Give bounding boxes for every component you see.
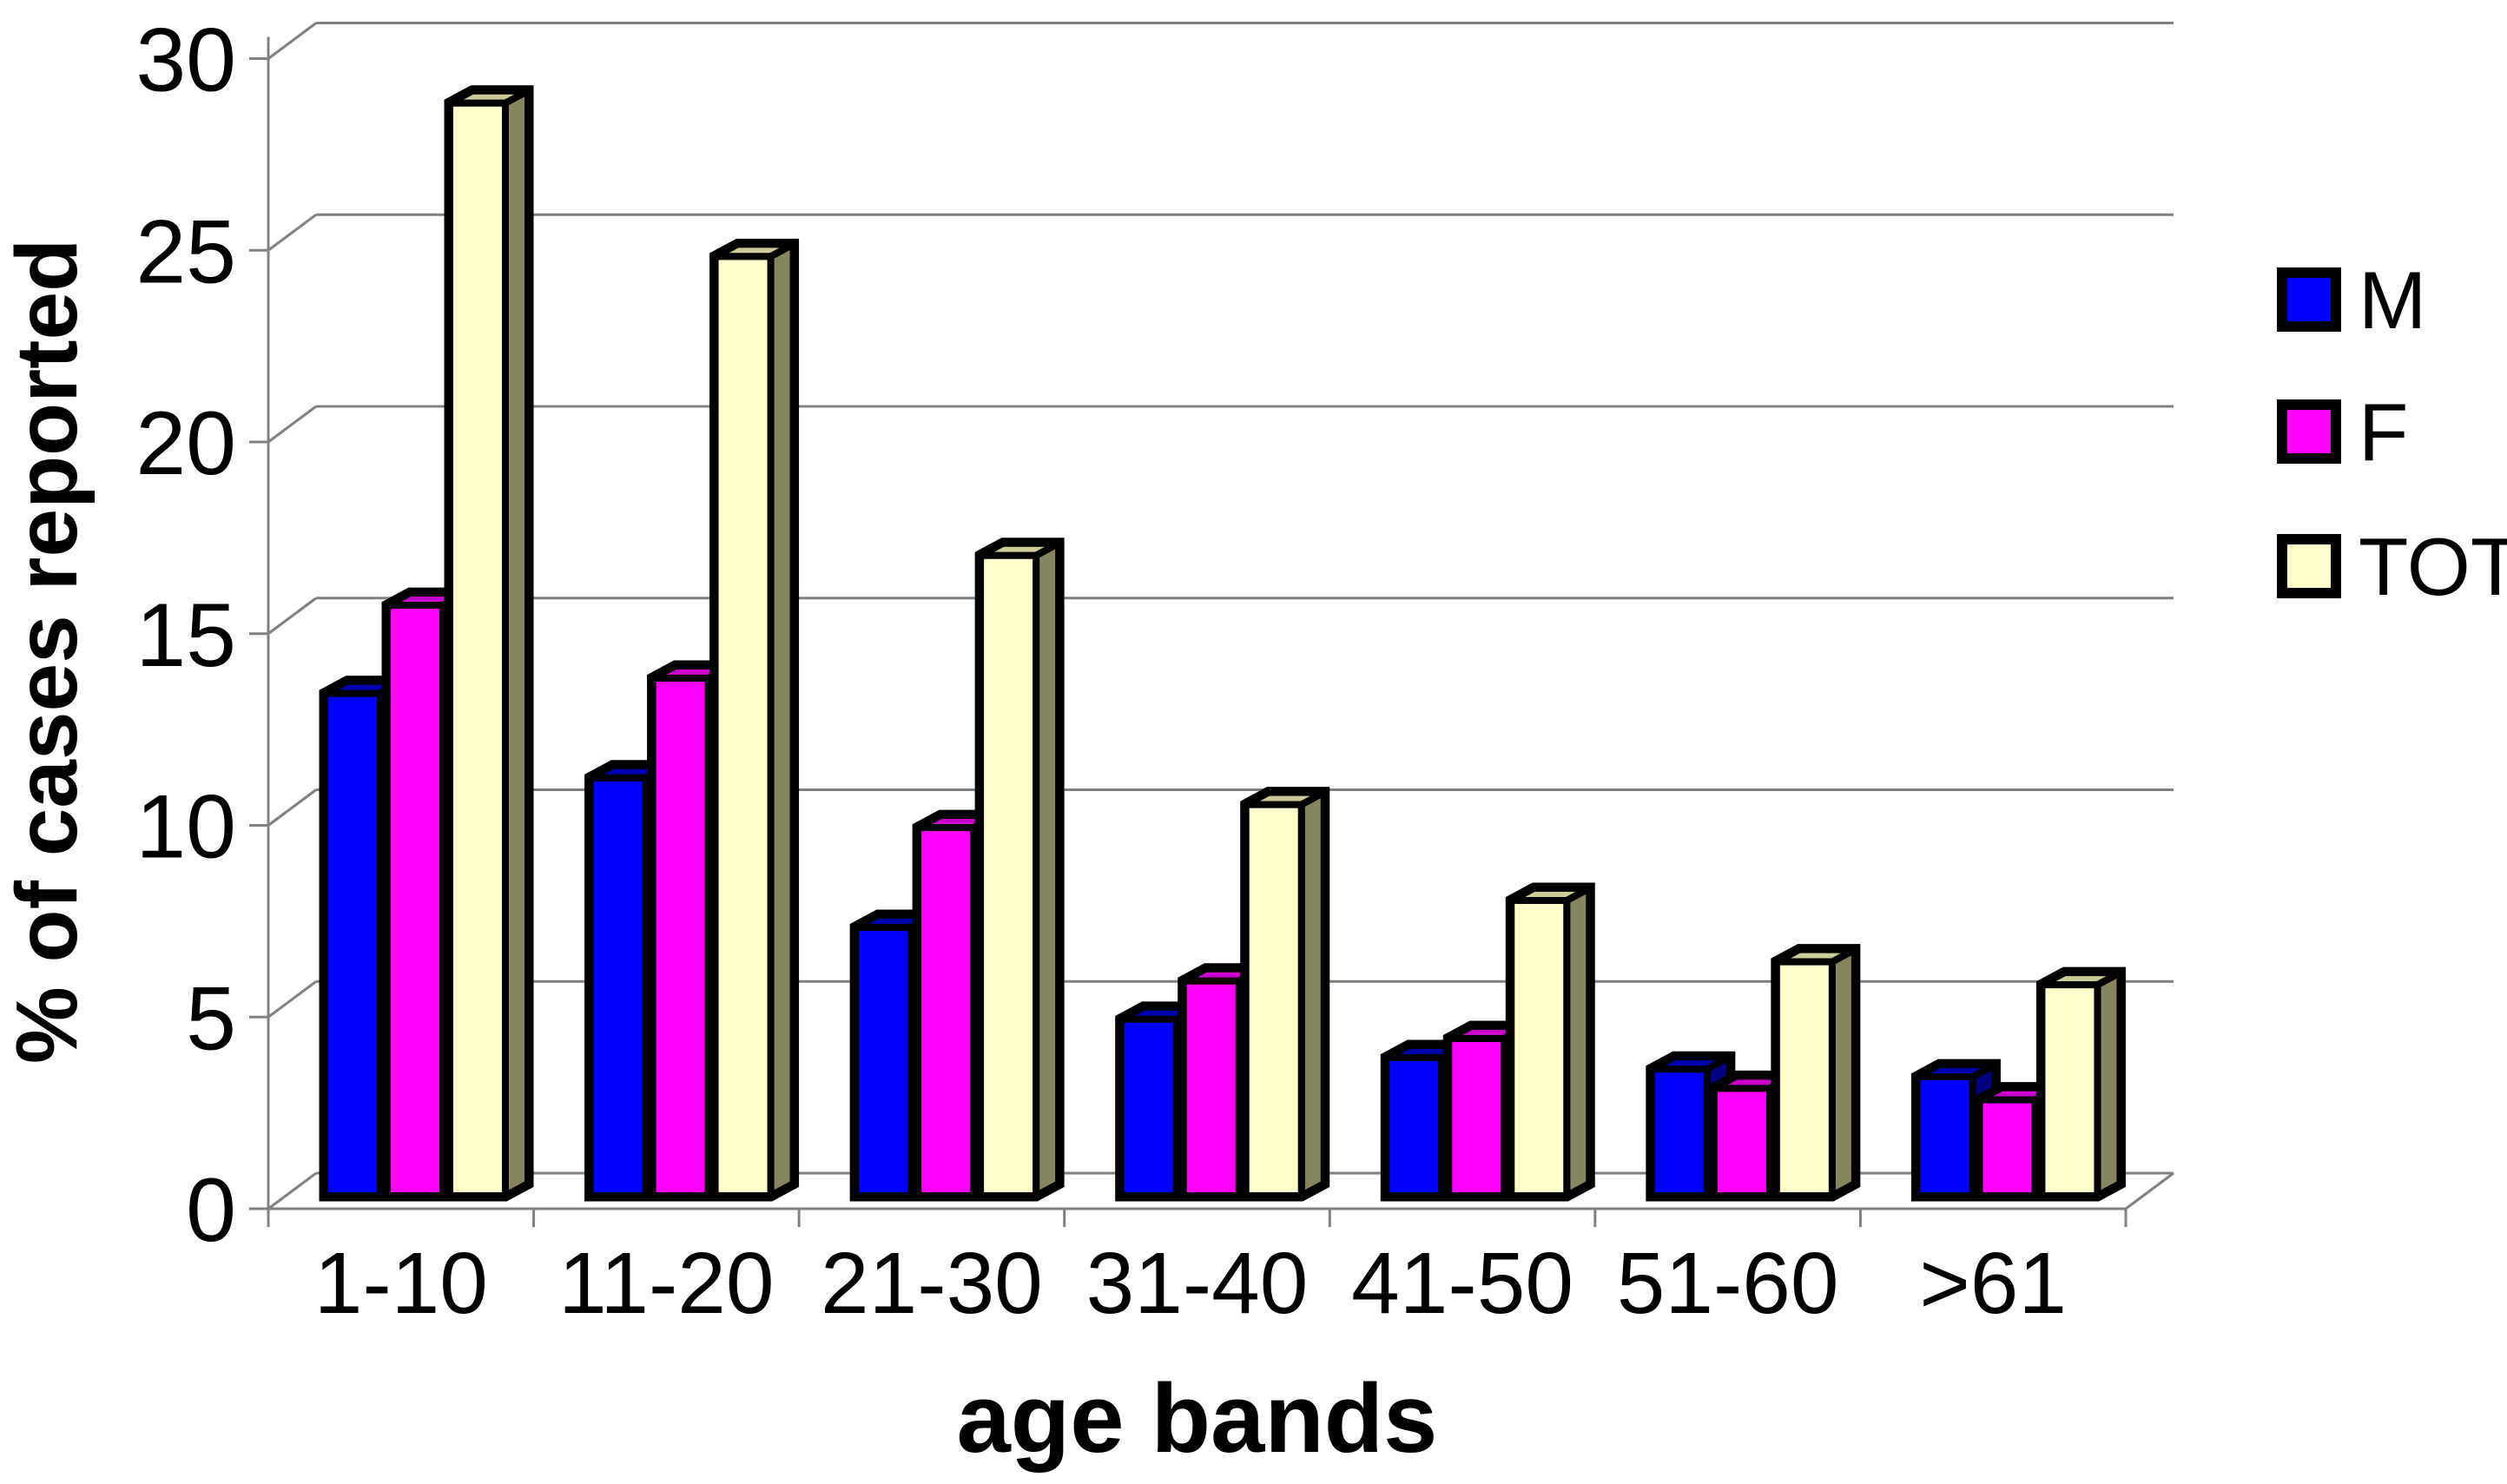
legend-label-TOT: TOT (2359, 521, 2507, 612)
bar-TOT-0 (446, 99, 509, 1199)
legend-label-M: M (2359, 254, 2426, 346)
x-tick-label-1: 11-20 (558, 1235, 774, 1332)
x-tick-label-3: 31-40 (1086, 1235, 1309, 1332)
y-grid-connector-15 (267, 597, 317, 635)
y-tick-label-10: 10 (135, 777, 236, 878)
x-axis-title: age bands (957, 1364, 1438, 1473)
bar-TOT-5 (1772, 958, 1836, 1199)
bar-TOT-4 (1507, 897, 1571, 1199)
y-grid-connector-20 (267, 405, 317, 444)
legend-label-F: F (2359, 386, 2408, 478)
bar-M-2 (852, 923, 915, 1199)
bar-M-4 (1382, 1054, 1446, 1199)
y-grid-connector-10 (267, 788, 317, 827)
bar-F-1 (649, 674, 712, 1199)
bar-F-4 (1445, 1034, 1508, 1199)
bar-TOT-6 (2038, 981, 2101, 1199)
bar-TOT-1 (711, 253, 775, 1199)
x-tick-label-2: 21-30 (821, 1235, 1043, 1332)
bar-M-3 (1117, 1015, 1180, 1199)
x-tick-label-5: 51-60 (1617, 1235, 1839, 1332)
bar-F-5 (1710, 1085, 1773, 1199)
y-grid-connector-30 (267, 22, 317, 60)
x-tick-label-6: >61 (1919, 1235, 2067, 1332)
y-grid-connector-5 (267, 980, 317, 1019)
y-tick-label-20: 20 (135, 393, 236, 494)
y-tick-label-0: 0 (186, 1160, 236, 1261)
bar-F-0 (384, 602, 446, 1199)
bar-F-3 (1179, 977, 1243, 1199)
y-tick-label-25: 25 (135, 201, 236, 302)
bar-M-0 (321, 689, 384, 1199)
y-tick-label-30: 30 (135, 10, 236, 111)
x-tick-label-0: 1-10 (314, 1235, 488, 1332)
bar-F-2 (914, 824, 978, 1199)
bar-M-5 (1647, 1065, 1711, 1199)
legend-swatch-TOT (2277, 534, 2341, 598)
y-grid-connector-0 (267, 1171, 317, 1210)
y-tick-label-5: 5 (186, 968, 236, 1069)
bar-TOT-3 (1242, 801, 1305, 1199)
legend-swatch-M (2277, 267, 2341, 332)
legend-swatch-F (2277, 399, 2341, 464)
bar-M-1 (586, 774, 650, 1199)
bar-F-6 (1976, 1096, 2039, 1199)
y-axis-title: % of cases reported (0, 239, 96, 1064)
y-tick-label-15: 15 (135, 585, 236, 686)
bar-TOT-2 (977, 551, 1040, 1199)
y-grid-connector-25 (267, 214, 317, 252)
bar-M-6 (1913, 1073, 1976, 1199)
x-tick-label-4: 41-50 (1351, 1235, 1573, 1332)
floor-right-edge (2125, 1171, 2174, 1210)
